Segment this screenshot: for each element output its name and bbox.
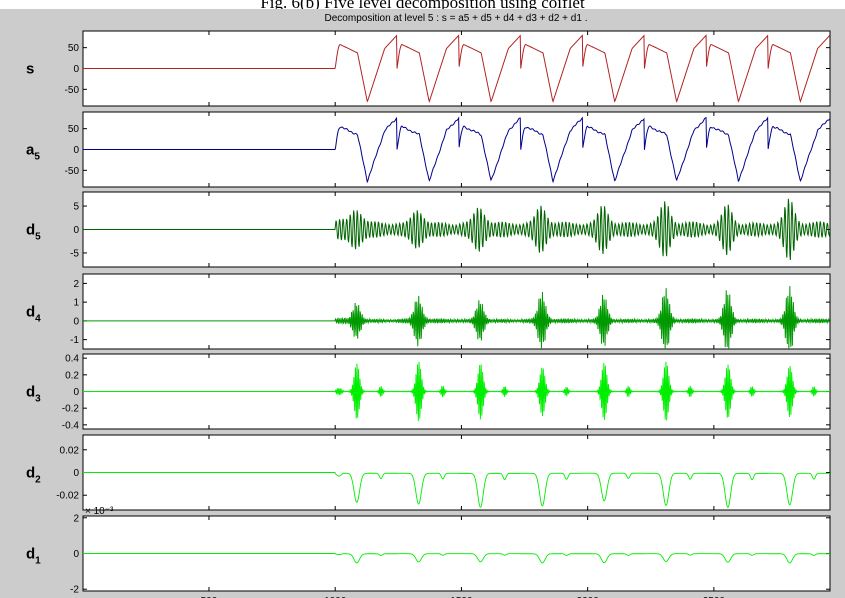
xtick-label: 2500 (703, 596, 726, 598)
ylabel-sub-d5: 5 (35, 232, 41, 243)
series-line-d1 (83, 553, 830, 564)
ytick-label-d5: -5 (70, 248, 79, 259)
subplot-panels: -50050s-50050a5-505d5-1012d4-0.4-0.200.2… (26, 30, 831, 596)
panel-a5: -50 0 50 a5 (26, 111, 831, 188)
ylabel-d4: d4 (26, 304, 41, 325)
panel-d2: -0.02 0 0.02 d2 (26, 434, 831, 511)
ytick-label-d5: 5 (73, 202, 79, 213)
ytick-label-d1: -2 (70, 585, 79, 596)
ylabel-a5: a5 (26, 142, 40, 163)
ytick-label-d3: 0.2 (65, 370, 79, 381)
panel-s: -50 0 50 s (26, 30, 831, 107)
series-line-s (83, 34, 830, 103)
series-line-d2 (83, 472, 830, 508)
ylabel-d1: d1 (26, 546, 41, 567)
matlab-figure: Decomposition at level 5 : s = a5 + d5 +… (0, 9, 845, 598)
ylabel-d5: d5 (26, 222, 41, 243)
ytick-label-d3: -0.2 (62, 404, 80, 415)
ylabel-sub-d2: 2 (35, 475, 41, 486)
xtick-label: 1500 (450, 596, 473, 598)
series-line-a5 (83, 116, 830, 184)
series-line-d3 (83, 361, 830, 422)
ytick-label-d5: 0 (73, 225, 79, 236)
ylabel-sub-d4: 4 (35, 314, 41, 325)
ytick-label-s: -50 (65, 85, 80, 96)
ytick-label-d2: 0 (73, 468, 79, 479)
ytick-label-d2: 0.02 (60, 445, 80, 456)
plot-title: Decomposition at level 5 : s = a5 + d5 +… (325, 13, 588, 24)
ylabel-d3: d3 (26, 384, 41, 405)
ytick-label-d3: -0.4 (62, 420, 80, 431)
ylabel-s: s (26, 61, 34, 78)
panel-d1: -2 0 2 d1 × 10⁻³ (26, 506, 831, 596)
xtick-label: 2000 (577, 596, 600, 598)
series-line-d5 (83, 198, 830, 260)
ytick-label-d3: 0.4 (65, 354, 79, 365)
ytick-label-d4: -1 (70, 335, 79, 346)
xtick-label: 500 (201, 596, 218, 598)
ytick-label-d3: 0 (73, 387, 79, 398)
ytick-label-d4: 1 (73, 298, 79, 309)
decomposition-plot: Decomposition at level 5 : s = a5 + d5 +… (26, 13, 831, 598)
panel-d3: -0.4 -0.2 0 0.2 0.4 d3 (26, 353, 831, 431)
ytick-label-d2: -0.02 (56, 491, 79, 502)
ylabel-sub-a5: 5 (34, 152, 40, 163)
panel-d4: -1 0 1 2 d4 (26, 273, 831, 350)
x-axis: 500 1000 1500 2000 2500 (201, 596, 726, 598)
ytick-label-a5: -50 (65, 166, 80, 177)
series-line-d4 (83, 286, 830, 349)
axes-box-d4 (82, 273, 831, 350)
ytick-label-s: 0 (73, 64, 79, 75)
ylabel-sub-d3: 3 (35, 394, 41, 405)
ylabel-d2: d2 (26, 465, 41, 486)
xtick-label: 1000 (324, 596, 347, 598)
ytick-label-a5: 0 (73, 145, 79, 156)
ytick-label-d1: 0 (73, 549, 79, 560)
ytick-label-s: 50 (68, 43, 80, 54)
ylabel-sub-d1: 1 (35, 556, 41, 567)
ytick-label-d1: 2 (73, 513, 79, 524)
ytick-label-d4: 2 (73, 279, 79, 290)
ytick-label-a5: 50 (68, 124, 80, 135)
exponent-label-d1: × 10⁻³ (85, 506, 114, 517)
ytick-label-d4: 0 (73, 316, 79, 327)
